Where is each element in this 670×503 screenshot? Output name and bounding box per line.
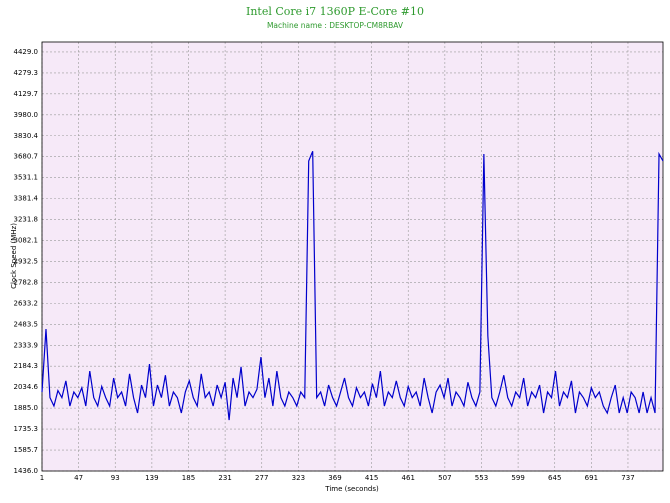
x-tick-label: 507 — [438, 474, 451, 482]
y-tick-label: 3082.1 — [14, 237, 39, 245]
x-axis-label: Time (seconds) — [324, 485, 379, 493]
y-tick-label: 3980.0 — [14, 111, 39, 119]
x-tick-label: 231 — [218, 474, 231, 482]
y-tick-label: 1735.3 — [14, 425, 39, 433]
x-tick-label: 47 — [74, 474, 83, 482]
y-tick-label: 4279.3 — [14, 69, 39, 77]
y-tick-label: 1885.0 — [14, 404, 39, 412]
x-tick-label: 599 — [511, 474, 524, 482]
plot-area — [42, 42, 663, 471]
x-tick-label: 1 — [40, 474, 44, 482]
chart-title: Intel Core i7 1360P E-Core #10 — [246, 5, 424, 18]
y-tick-label: 2782.8 — [14, 278, 39, 286]
y-tick-label: 2483.5 — [14, 320, 39, 328]
y-tick-label: 3680.7 — [14, 153, 39, 161]
y-tick-label: 1436.0 — [14, 467, 39, 475]
y-tick-label: 4129.7 — [14, 90, 39, 98]
data-line — [41, 150, 664, 421]
x-tick-label: 691 — [585, 474, 598, 482]
x-tick-label: 369 — [328, 474, 341, 482]
y-tick-label: 2932.5 — [14, 257, 39, 265]
x-tick-label: 185 — [182, 474, 195, 482]
plot-frame — [41, 41, 664, 472]
y-tick-label: 2333.9 — [14, 341, 39, 349]
y-axis-label: Clock Speed (MHz) — [10, 223, 18, 289]
y-tick-label: 1585.7 — [14, 446, 39, 454]
y-tick-label: 3830.4 — [14, 132, 39, 140]
y-tick-label: 3231.8 — [14, 216, 39, 224]
x-tick-label: 553 — [475, 474, 488, 482]
y-tick-label: 4429.0 — [14, 48, 39, 56]
x-tick-label: 461 — [402, 474, 415, 482]
y-tick-label: 3531.1 — [14, 174, 39, 182]
x-tick-label: 415 — [365, 474, 378, 482]
x-tick-label: 93 — [111, 474, 120, 482]
x-tick-label: 737 — [621, 474, 634, 482]
y-tick-label: 2184.3 — [14, 362, 39, 370]
x-tick-label: 323 — [292, 474, 305, 482]
x-tick-label: 139 — [145, 474, 158, 482]
chart-subtitle: Machine name : DESKTOP-CM8RBAV — [267, 21, 404, 30]
y-tick-label: 2633.2 — [14, 299, 39, 307]
y-tick-label: 2034.6 — [14, 383, 39, 391]
y-tick-label: 3381.4 — [14, 195, 39, 203]
x-tick-label: 277 — [255, 474, 268, 482]
x-tick-label: 645 — [548, 474, 561, 482]
